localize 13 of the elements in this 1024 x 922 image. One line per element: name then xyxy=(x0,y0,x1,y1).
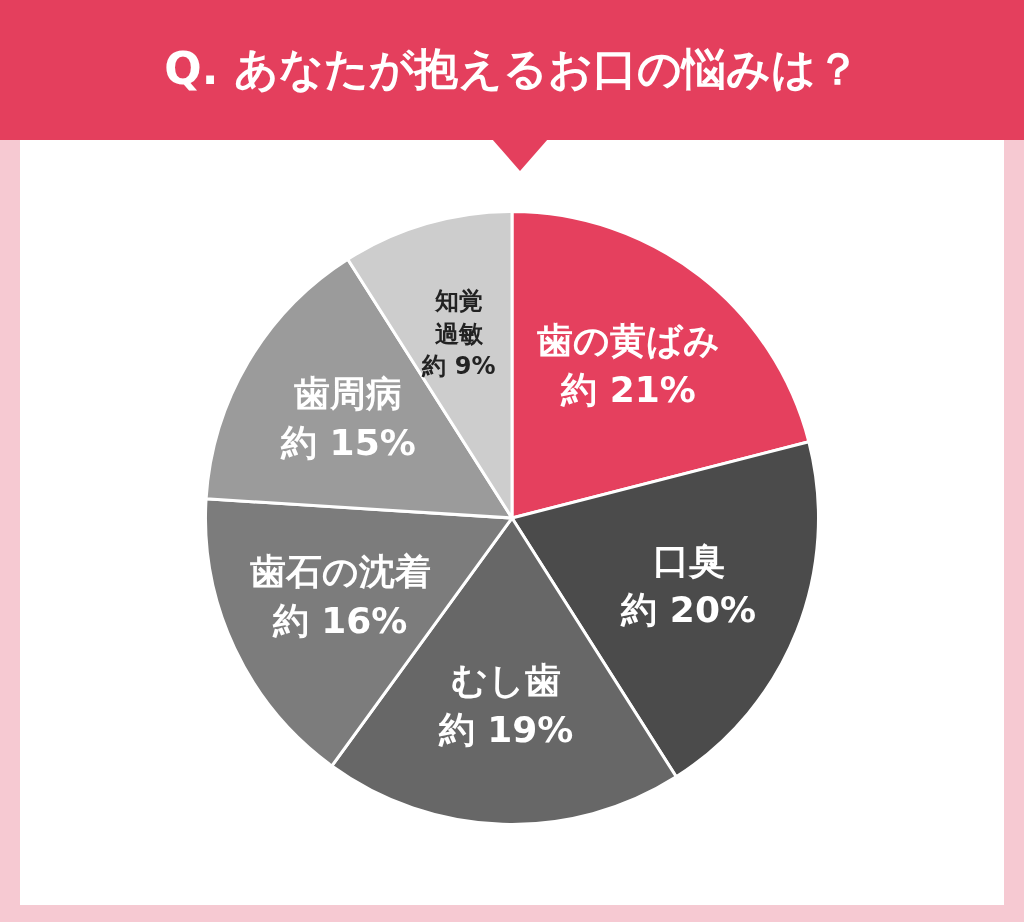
slice-label: 口臭 xyxy=(652,540,725,582)
slice-label: 知覚過敏 xyxy=(433,287,484,348)
slice-label: むし歯 xyxy=(451,660,562,701)
slice-label: 歯周病 xyxy=(294,373,403,415)
data-label: 約 21% xyxy=(560,368,696,410)
slice-label: 歯の黄ばみ xyxy=(536,319,720,361)
data-label: 約 19% xyxy=(437,708,574,750)
data-label: 約 20% xyxy=(620,588,757,630)
chart-title: Q. あなたが抱えるお口の悩みは？ xyxy=(163,42,861,96)
slice-label: 歯石の沈着 xyxy=(249,550,431,592)
data-label: 約 15% xyxy=(280,421,416,463)
data-label: 約 9% xyxy=(421,352,496,381)
data-label: 約 16% xyxy=(271,599,408,641)
